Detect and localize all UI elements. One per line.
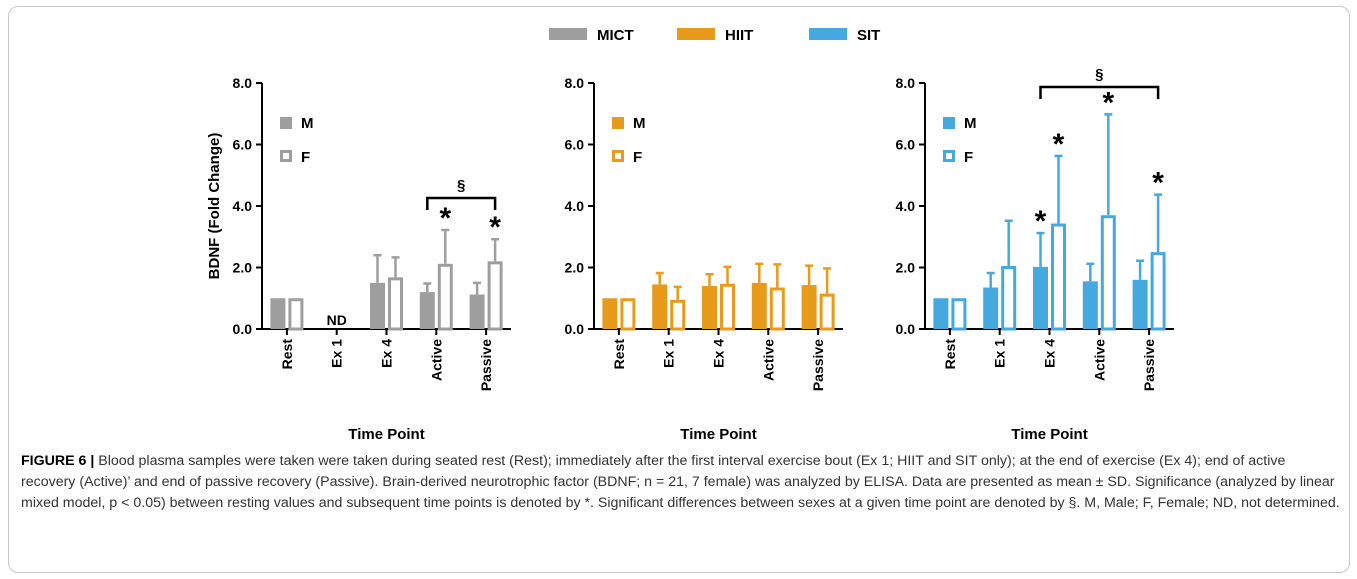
bar-f xyxy=(1150,252,1166,331)
sex-difference-label: § xyxy=(457,177,465,194)
x-axis-title: Time Point xyxy=(348,426,424,443)
legend-label-m: M xyxy=(301,115,314,132)
significance-star: * xyxy=(1053,128,1065,161)
bar-m xyxy=(469,294,485,329)
y-tick-label: 2.0 xyxy=(896,260,916,276)
x-tick-label: Active xyxy=(760,339,776,381)
legend-swatch-m xyxy=(943,117,955,129)
bar-m xyxy=(602,298,618,329)
bdnf-bar-charts: MICT HIIT SIT 0.0 2.0 4.0 6.0 8.0 BDNF (Fold Cha… xyxy=(206,27,1174,443)
bar-f xyxy=(819,293,835,331)
bar-m xyxy=(933,298,949,329)
sex-difference-label: § xyxy=(1095,66,1103,83)
y-tick-label: 2.0 xyxy=(565,260,585,276)
x-tick-label: Active xyxy=(1091,339,1107,381)
bar-f xyxy=(1051,223,1066,331)
legend-label-sit: SIT xyxy=(857,27,880,44)
x-tick-label: Ex 4 xyxy=(711,339,727,368)
bar-m xyxy=(751,282,767,329)
x-tick-label: Rest xyxy=(611,339,627,370)
x-tick-label: Passive xyxy=(810,339,826,391)
sex-difference-bracket xyxy=(426,196,497,210)
sex-difference-bracket xyxy=(1039,85,1160,99)
legend-label-mict: MICT xyxy=(597,27,634,44)
x-tick-label: Passive xyxy=(1141,339,1157,391)
bar-m xyxy=(1033,266,1048,329)
bar-f xyxy=(951,298,967,331)
y-tick-label: 8.0 xyxy=(896,75,916,91)
legend-label-f: F xyxy=(964,149,973,166)
y-tick-label: 0.0 xyxy=(896,321,916,337)
legend-label-m: M xyxy=(964,115,977,132)
bar-f xyxy=(388,277,403,331)
x-tick-label: Ex 1 xyxy=(661,339,677,368)
bar-m xyxy=(652,284,668,329)
legend-swatch-f xyxy=(280,150,292,162)
bar-f xyxy=(670,299,686,331)
y-tick-label: 0.0 xyxy=(565,321,585,337)
significance-star: * xyxy=(439,202,451,235)
x-tick-label: Ex 4 xyxy=(1042,339,1058,368)
bar-f xyxy=(437,263,453,331)
bar-m xyxy=(702,285,717,329)
chart-panel-sit: 0.0 2.0 4.0 6.0 8.0 Time Point MF Rest Ex 1 Ex 4 A… xyxy=(896,66,1174,443)
bar-f xyxy=(720,283,735,331)
legend-swatch-f xyxy=(612,150,624,162)
bar-m xyxy=(1082,281,1098,329)
bar-m xyxy=(370,282,385,329)
legend-label-hiit: HIIT xyxy=(725,27,753,44)
not-determined-label: ND xyxy=(327,312,347,328)
legend-swatch-m xyxy=(612,117,624,129)
caption-text: Blood plasma samples were taken were tak… xyxy=(21,453,1340,511)
legend-label-m: M xyxy=(633,115,646,132)
significance-star: * xyxy=(1152,167,1164,200)
significance-star: * xyxy=(1035,205,1047,238)
x-axis-title: Time Point xyxy=(680,426,756,443)
y-axis-title: BDNF (Fold Change) xyxy=(206,133,223,280)
chart-panel-mict: 0.0 2.0 4.0 6.0 8.0 BDNF (Fold Change) Time Po… xyxy=(206,75,511,443)
significance-star: * xyxy=(1102,86,1114,119)
caption-label: FIGURE 6 | xyxy=(21,453,95,469)
legend-label-f: F xyxy=(301,149,310,166)
y-tick-label: 8.0 xyxy=(233,75,253,91)
bar-m xyxy=(419,292,435,329)
x-tick-label: Passive xyxy=(478,339,494,391)
bar-f xyxy=(288,298,304,331)
legend-swatch-hiit xyxy=(677,28,715,40)
figure-panel: MICT HIIT SIT 0.0 2.0 4.0 6.0 8.0 BDNF (Fold Cha… xyxy=(8,6,1350,573)
x-tick-label: Ex 1 xyxy=(992,339,1008,368)
bar-m xyxy=(801,285,817,329)
legend-label-f: F xyxy=(633,149,642,166)
figure-caption: FIGURE 6 | Blood plasma samples were tak… xyxy=(21,451,1341,514)
legend-swatch-mict xyxy=(549,28,587,40)
y-tick-label: 4.0 xyxy=(565,198,585,214)
bar-f xyxy=(1001,265,1017,331)
x-axis-title: Time Point xyxy=(1011,426,1087,443)
legend-swatch-f xyxy=(943,150,955,162)
x-tick-label: Rest xyxy=(279,339,295,370)
bar-f xyxy=(620,298,636,331)
x-tick-label: Ex 1 xyxy=(329,339,345,368)
x-tick-label: Ex 4 xyxy=(379,339,395,368)
bar-f xyxy=(769,287,785,331)
x-tick-label: Rest xyxy=(942,339,958,370)
bar-m xyxy=(983,287,999,329)
chart-panel-hiit: 0.0 2.0 4.0 6.0 8.0 Time Point MF Rest Ex 1 Ex 4 A… xyxy=(565,75,843,443)
bar-m xyxy=(1132,279,1148,329)
bar-f xyxy=(1100,215,1116,331)
y-tick-label: 6.0 xyxy=(233,137,253,153)
legend-swatch-sit xyxy=(809,28,847,40)
x-tick-label: Active xyxy=(428,339,444,381)
y-tick-label: 6.0 xyxy=(896,137,916,153)
y-tick-label: 4.0 xyxy=(896,198,916,214)
y-tick-label: 4.0 xyxy=(233,198,253,214)
bar-m xyxy=(270,298,286,329)
y-tick-label: 6.0 xyxy=(565,137,585,153)
y-tick-label: 2.0 xyxy=(233,260,253,276)
significance-star: * xyxy=(489,211,501,244)
y-tick-label: 0.0 xyxy=(233,321,253,337)
y-tick-label: 8.0 xyxy=(565,75,585,91)
bar-f xyxy=(487,261,503,331)
legend-swatch-m xyxy=(280,117,292,129)
